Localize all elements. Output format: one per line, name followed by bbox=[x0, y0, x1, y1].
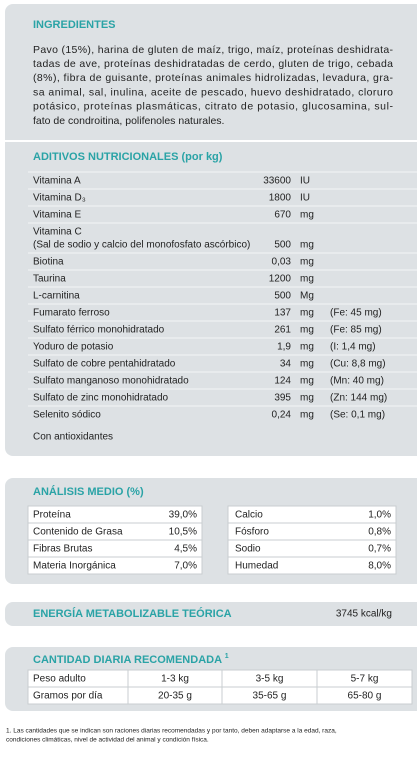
additive-value: 33600 bbox=[263, 176, 291, 187]
additive-note: (Cu: 8,8 mg) bbox=[330, 359, 386, 370]
heading: ENERGÍA METABOLIZABLE TEÓRICA bbox=[33, 607, 232, 620]
cell bbox=[27, 556, 203, 575]
panel-energy bbox=[5, 602, 417, 626]
additive-note: (Fe: 45 mg) bbox=[330, 308, 382, 319]
daily-value: 35-65 g bbox=[253, 691, 287, 702]
ingredient-line: fato de condroitina, polifenoles natural… bbox=[33, 115, 224, 127]
daily-value: 1-3 kg bbox=[161, 674, 189, 685]
analysis-value: 0,7% bbox=[368, 544, 391, 555]
analysis-value: 8,0% bbox=[368, 561, 391, 572]
additive-unit: IU bbox=[300, 193, 310, 204]
heading: CANTIDAD DIARIA RECOMENDADA 1 bbox=[33, 653, 229, 666]
additive-value: 137 bbox=[274, 308, 291, 319]
footnote-mark: 1 bbox=[225, 653, 229, 660]
additives-footer: Con antioxidantes bbox=[33, 432, 113, 443]
additive-detail: (Sal de sodio y calcio del monofosfato a… bbox=[33, 240, 250, 251]
analysis-name: Sodio bbox=[235, 544, 261, 555]
additive-value: 0,03 bbox=[272, 257, 292, 268]
ingredient-line: (8%), fibra de guisante, proteínas anima… bbox=[33, 72, 394, 84]
analysis-name: Contenido de Grasa bbox=[33, 527, 123, 538]
ingredient-line: Pavo (15%), harina de gluten de maíz, tr… bbox=[33, 44, 394, 56]
additive-name: Selenito sódico bbox=[33, 410, 101, 421]
cell bbox=[316, 686, 413, 705]
heading: ANÁLISIS MEDIO (%) bbox=[33, 485, 144, 498]
analysis-value: 7,0% bbox=[174, 561, 197, 572]
daily-label: Peso adulto bbox=[33, 674, 86, 685]
additive-note: (Se: 0,1 mg) bbox=[330, 410, 385, 421]
additive-unit: mg bbox=[300, 240, 314, 251]
panel-ingredients bbox=[5, 4, 417, 456]
additive-unit: mg bbox=[300, 376, 314, 387]
cell bbox=[227, 556, 397, 575]
analysis-name: Calcio bbox=[235, 510, 263, 521]
additive-value: 34 bbox=[280, 359, 292, 370]
additive-value: 124 bbox=[274, 376, 291, 387]
additive-value: 500 bbox=[274, 240, 291, 251]
energy-value: 3745 kcal/kg bbox=[336, 609, 392, 620]
additive-value: 1,9 bbox=[277, 342, 291, 353]
additive-name: Sulfato manganoso monohidratado bbox=[33, 376, 189, 387]
additive-note: (I: 1,4 mg) bbox=[330, 342, 376, 353]
daily-label: Gramos por día bbox=[33, 691, 103, 702]
additive-name: Biotina bbox=[33, 257, 64, 268]
additive-value: 395 bbox=[274, 393, 291, 404]
daily-value: 5-7 kg bbox=[351, 674, 379, 685]
daily-value: 65-80 g bbox=[348, 691, 382, 702]
analysis-value: 39,0% bbox=[169, 510, 197, 521]
additive-unit: mg bbox=[300, 342, 314, 353]
ingredient-line: tadas de ave, proteínas deshidratadas de… bbox=[33, 58, 393, 70]
analysis-name: Fósforo bbox=[235, 527, 269, 538]
additive-unit: mg bbox=[300, 308, 314, 319]
additive-value: 670 bbox=[274, 210, 291, 221]
additive-note: (Fe: 85 mg) bbox=[330, 325, 382, 336]
additive-name: Sulfato férrico monohidratado bbox=[33, 325, 165, 336]
heading: ADITIVOS NUTRICIONALES (por kg) bbox=[33, 151, 223, 163]
additive-unit: mg bbox=[300, 210, 314, 221]
additive-unit: mg bbox=[300, 393, 314, 404]
additive-unit: mg bbox=[300, 410, 314, 421]
analysis-name: Humedad bbox=[235, 561, 278, 572]
additive-unit: mg bbox=[300, 274, 314, 285]
additive-unit: mg bbox=[300, 359, 314, 370]
additive-note: (Mn: 40 mg) bbox=[330, 376, 384, 387]
analysis-value: 10,5% bbox=[169, 527, 197, 538]
ingredient-line: sa animal, sal, inulina, aceite de pesca… bbox=[33, 86, 393, 98]
analysis-name: Proteína bbox=[33, 510, 71, 521]
additive-name: L-carnitina bbox=[33, 291, 80, 302]
analysis-value: 1,0% bbox=[368, 510, 391, 521]
additive-name: Vitamina D₃ bbox=[33, 193, 86, 204]
ingredient-line: potásico, proteínas plasmáticas, citrato… bbox=[33, 101, 394, 113]
additive-unit: Mg bbox=[300, 291, 314, 302]
footnote: condiciones climáticas, nivel de activid… bbox=[6, 737, 209, 744]
analysis-value: 0,8% bbox=[368, 527, 391, 538]
additive-name: Taurina bbox=[33, 274, 66, 285]
analysis-name: Fibras Brutas bbox=[33, 544, 92, 555]
analysis-name: Materia Inorgánica bbox=[33, 561, 116, 572]
additive-name: Fumarato ferroso bbox=[33, 308, 110, 319]
additive-unit: mg bbox=[300, 325, 314, 336]
additive-name: Vitamina C bbox=[33, 227, 82, 238]
additive-unit: IU bbox=[300, 176, 310, 187]
additive-name: Vitamina E bbox=[33, 210, 82, 221]
heading: INGREDIENTES bbox=[33, 19, 116, 31]
additive-name: Sulfato de zinc monohidratado bbox=[33, 393, 169, 404]
additive-name: Vitamina A bbox=[33, 176, 81, 187]
additive-note: (Zn: 144 mg) bbox=[330, 393, 387, 404]
additive-name: Sulfato de cobre pentahidratado bbox=[33, 359, 176, 370]
daily-value: 20-35 g bbox=[158, 691, 192, 702]
additive-value: 1800 bbox=[269, 193, 292, 204]
additive-value: 500 bbox=[274, 291, 291, 302]
additive-name: Yoduro de potasio bbox=[33, 342, 114, 353]
daily-value: 3-5 kg bbox=[256, 674, 284, 685]
footnote: 1. Las cantidades que se indican son rac… bbox=[6, 728, 337, 735]
analysis-value: 4,5% bbox=[174, 544, 197, 555]
additive-value: 1200 bbox=[269, 274, 292, 285]
heading-text: CANTIDAD DIARIA RECOMENDADA bbox=[33, 654, 222, 666]
additive-unit: mg bbox=[300, 257, 314, 268]
additive-value: 0,24 bbox=[272, 410, 292, 421]
additive-value: 261 bbox=[274, 325, 291, 336]
